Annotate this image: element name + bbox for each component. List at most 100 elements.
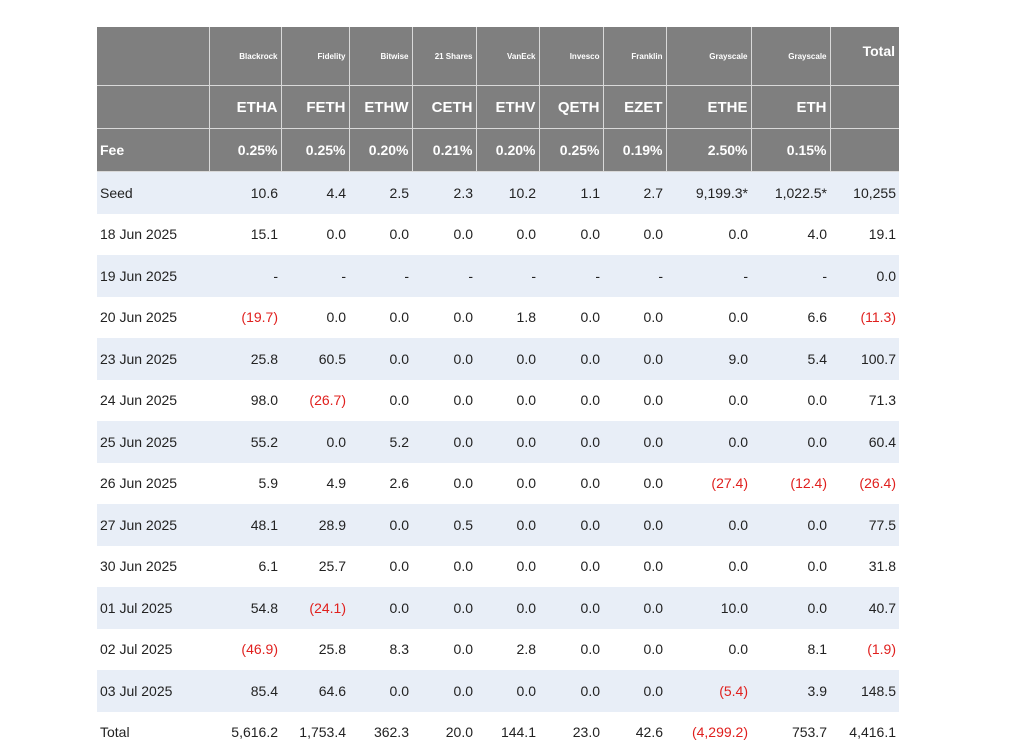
flow-value-cell: - [603,255,666,297]
flow-value-cell: 0.0 [412,421,476,463]
row-total-cell: 148.5 [830,670,899,712]
flow-value-cell: 64.6 [281,670,349,712]
fee-cell: 0.20% [349,129,412,172]
flow-value-cell: 0.0 [412,297,476,339]
row-label: 19 Jun 2025 [97,255,209,297]
flow-value-cell: 0.0 [751,421,830,463]
flow-value-cell: 0.0 [281,421,349,463]
flow-value-cell: 6.1 [209,546,281,588]
flow-value-cell: 0.0 [539,297,603,339]
flow-value-cell: 0.0 [349,504,412,546]
ticker-header-cell-empty [830,86,899,129]
flow-value-cell: 8.1 [751,629,830,671]
flow-value-cell: 9,199.3* [666,172,751,214]
row-total-cell: 77.5 [830,504,899,546]
row-label: 02 Jul 2025 [97,629,209,671]
flow-value-cell: 48.1 [209,504,281,546]
row-label: Seed [97,172,209,214]
flow-value-cell: 0.0 [603,463,666,505]
flow-value-cell: 0.0 [666,504,751,546]
flow-value-cell: 0.0 [349,587,412,629]
row-label: 01 Jul 2025 [97,587,209,629]
issuer-header-cell: Franklin [603,27,666,86]
flow-value-cell: (27.4) [666,463,751,505]
flow-value-cell: 0.0 [751,380,830,422]
ticker-header-cell: ETH [751,86,830,129]
fee-cell: 0.25% [281,129,349,172]
flow-value-cell: 0.0 [349,214,412,256]
issuer-header-cell: Invesco [539,27,603,86]
row-total-cell: (11.3) [830,297,899,339]
flow-value-cell: 10.0 [666,587,751,629]
flow-value-cell: - [666,255,751,297]
issuer-header-cell: Grayscale [666,27,751,86]
row-total-cell: 31.8 [830,546,899,588]
issuer-header-cell: Blackrock [209,27,281,86]
row-label: 18 Jun 2025 [97,214,209,256]
row-label: 23 Jun 2025 [97,338,209,380]
flow-value-cell: 0.0 [751,504,830,546]
ticker-header-cell: ETHV [476,86,539,129]
flow-value-cell: 1,753.4 [281,712,349,753]
flow-value-cell: 2.7 [603,172,666,214]
row-total-cell: 0.0 [830,255,899,297]
flow-value-cell: 1.1 [539,172,603,214]
flow-value-cell: 0.0 [751,546,830,588]
fee-cell: 0.25% [539,129,603,172]
fee-header-row: Fee 0.25%0.25%0.20%0.21%0.20%0.25%0.19%2… [97,129,899,172]
fee-cell: 0.19% [603,129,666,172]
flow-value-cell: 0.0 [412,214,476,256]
flow-value-cell: 5.2 [349,421,412,463]
flow-value-cell: 0.0 [476,670,539,712]
flow-value-cell: 0.0 [349,338,412,380]
row-label: Total [97,712,209,753]
flow-value-cell: 0.0 [539,421,603,463]
fee-cell-empty [830,129,899,172]
flow-value-cell: 0.0 [476,546,539,588]
flow-value-cell: 0.0 [476,421,539,463]
issuer-header-cell: 21 Shares [412,27,476,86]
flow-value-cell: 8.3 [349,629,412,671]
flow-value-cell: 54.8 [209,587,281,629]
ticker-header-cell: ETHW [349,86,412,129]
total-column-header: Total [830,27,899,86]
flow-value-cell: 362.3 [349,712,412,753]
flow-value-cell: 3.9 [751,670,830,712]
flow-value-cell: 0.0 [476,338,539,380]
row-label: 26 Jun 2025 [97,463,209,505]
flow-value-cell: 60.5 [281,338,349,380]
flow-value-cell: 25.8 [281,629,349,671]
row-label: 25 Jun 2025 [97,421,209,463]
flow-value-cell: 0.0 [539,670,603,712]
flow-value-cell: 0.0 [476,380,539,422]
flow-value-cell: 5.9 [209,463,281,505]
flow-value-cell: 0.0 [539,463,603,505]
flow-value-cell: 98.0 [209,380,281,422]
flow-value-cell: 15.1 [209,214,281,256]
row-label: 27 Jun 2025 [97,504,209,546]
flow-value-cell: 5.4 [751,338,830,380]
flow-value-cell: 0.0 [412,629,476,671]
flow-value-cell: 0.0 [603,504,666,546]
flow-value-cell: 23.0 [539,712,603,753]
flow-value-cell: 2.5 [349,172,412,214]
row-total-cell: 100.7 [830,338,899,380]
flow-value-cell: 0.0 [476,463,539,505]
flow-value-cell: 0.0 [603,546,666,588]
flow-value-cell: 20.0 [412,712,476,753]
row-label: 24 Jun 2025 [97,380,209,422]
flow-value-cell: 0.0 [751,587,830,629]
row-label: 03 Jul 2025 [97,670,209,712]
row-total-cell: 19.1 [830,214,899,256]
flow-value-cell: 0.0 [412,587,476,629]
